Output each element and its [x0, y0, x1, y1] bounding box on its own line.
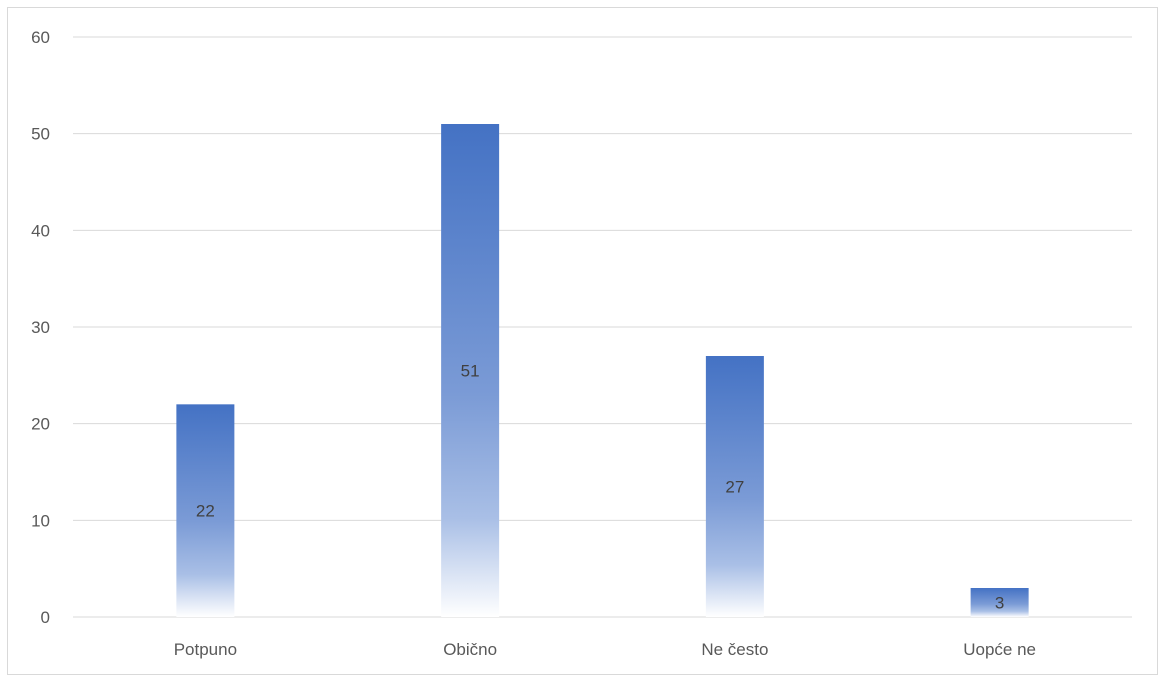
y-tick-label: 10 [31, 511, 50, 530]
data-label: 3 [995, 594, 1004, 613]
y-tick-label: 40 [31, 221, 50, 240]
bars [176, 124, 1029, 617]
data-labels: 22 51 27 3 [196, 362, 1004, 613]
data-label: 27 [725, 478, 744, 497]
y-tick-label: 50 [31, 125, 50, 144]
x-category-label: Ne često [701, 640, 768, 659]
x-category-label: Obično [443, 640, 497, 659]
gridlines [73, 36, 1132, 618]
y-tick-label: 30 [31, 318, 50, 337]
x-category-label: Potpuno [174, 640, 237, 659]
bar-2 [705, 356, 764, 617]
y-tick-label: 20 [31, 415, 50, 434]
bar-3 [970, 588, 1029, 617]
bar-0 [176, 404, 235, 617]
y-tick-label: 60 [31, 28, 50, 47]
x-category-label: Uopće ne [963, 640, 1036, 659]
bar-1 [441, 124, 500, 617]
y-tick-label: 0 [41, 608, 50, 627]
x-axis-labels: Potpuno Obično Ne često Uopće ne [174, 640, 1036, 659]
data-label: 51 [461, 362, 480, 381]
y-axis-ticks: 0 10 20 30 40 50 60 [31, 28, 50, 627]
data-label: 22 [196, 502, 215, 521]
